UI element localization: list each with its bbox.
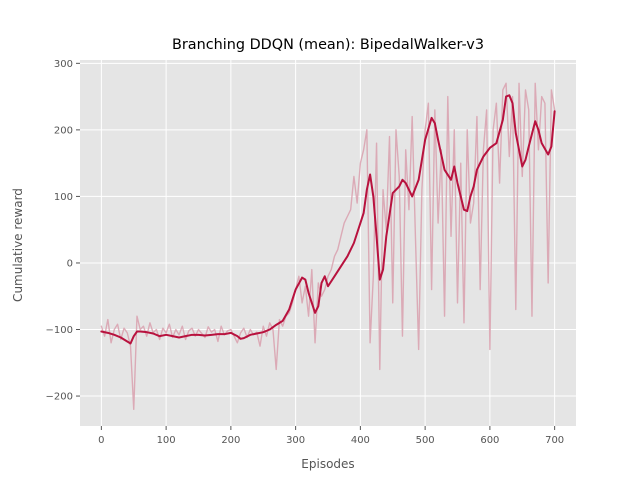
x-axis-label: Episodes: [301, 457, 354, 471]
y-axis: −200 −100 0 100 200 300: [46, 59, 80, 403]
x-tick-label: 0: [98, 435, 104, 446]
x-axis: 0 100 200 300 400 500 600 700: [98, 426, 564, 446]
y-tick-label: 200: [54, 125, 73, 136]
y-tick-label: 300: [54, 59, 73, 70]
x-tick-label: 300: [286, 435, 305, 446]
series-layer: [100, 82, 556, 411]
x-tick-label: 400: [351, 435, 370, 446]
x-tick-label: 500: [416, 435, 435, 446]
y-tick-label: 100: [54, 192, 73, 203]
y-tick-label: −100: [46, 325, 73, 336]
y-axis-label: Cumulative reward: [11, 188, 25, 302]
raw-reward-line: [100, 82, 556, 411]
chart-title: Branching DDQN (mean): BipedalWalker-v3: [172, 37, 484, 53]
smoothed-reward-line: [100, 94, 556, 345]
y-tick-label: 0: [67, 258, 73, 269]
x-tick-label: 200: [221, 435, 240, 446]
x-tick-label: 600: [480, 435, 499, 446]
x-tick-label: 100: [157, 435, 176, 446]
plot-area: [80, 60, 576, 426]
y-tick-label: −200: [46, 392, 73, 403]
grid-lines: [80, 60, 576, 426]
x-tick-label: 700: [545, 435, 564, 446]
